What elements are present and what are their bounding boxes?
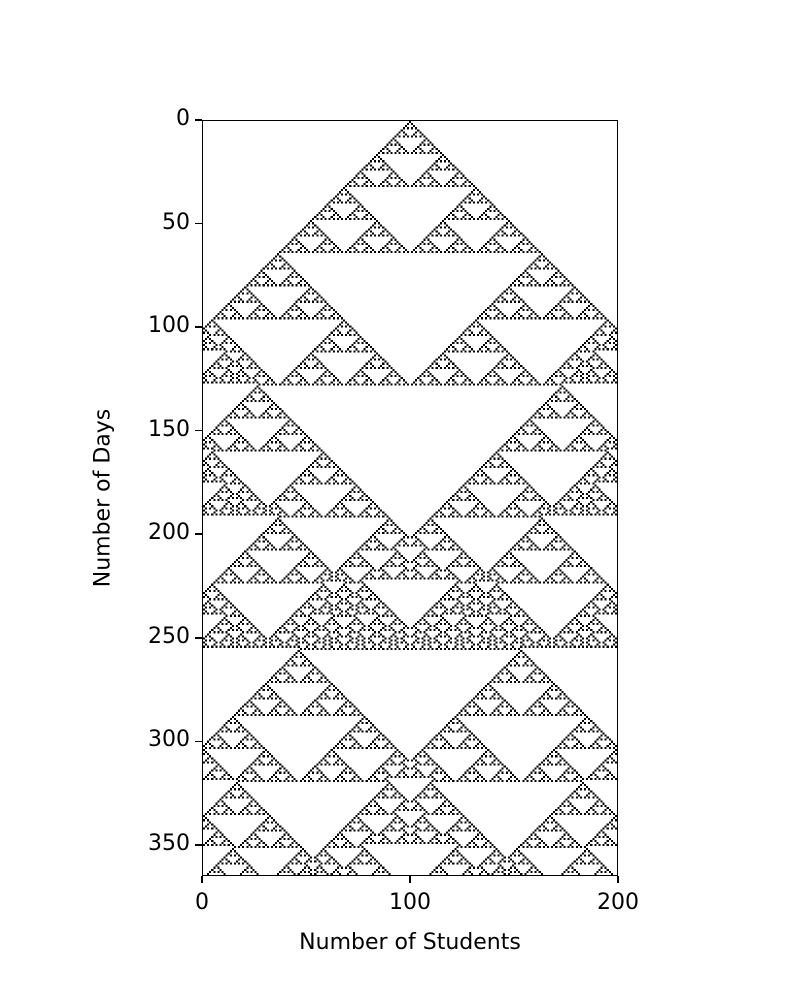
plot-area-frame — [202, 120, 618, 876]
y-tick-mark — [195, 637, 202, 639]
y-tick-mark — [195, 740, 202, 743]
x-tick-mark — [201, 876, 203, 883]
y-axis-label: Number of Days — [90, 408, 116, 588]
y-tick-mark — [195, 429, 202, 432]
y-tick-label: 200 — [148, 520, 190, 546]
y-tick-mark — [195, 533, 202, 535]
y-tick-mark — [195, 119, 202, 121]
automaton-heatmap — [203, 121, 617, 875]
y-tick-mark — [195, 222, 202, 225]
y-tick-label: 300 — [148, 727, 190, 753]
x-tick-label: 0 — [195, 890, 209, 915]
x-tick-label: 100 — [389, 890, 431, 915]
y-tick-mark — [195, 326, 202, 328]
y-tick-label: 150 — [148, 416, 190, 442]
x-tick-mark — [409, 876, 411, 883]
x-tick-mark — [617, 876, 619, 883]
y-tick-mark — [195, 844, 202, 846]
x-tick-label: 200 — [597, 890, 639, 915]
y-tick-label: 350 — [148, 830, 190, 856]
y-tick-label: 100 — [148, 313, 190, 339]
y-tick-label: 50 — [162, 209, 190, 235]
y-tick-label: 250 — [148, 623, 190, 649]
y-tick-label: 0 — [176, 106, 190, 131]
x-axis-label: Number of Students — [299, 930, 521, 955]
